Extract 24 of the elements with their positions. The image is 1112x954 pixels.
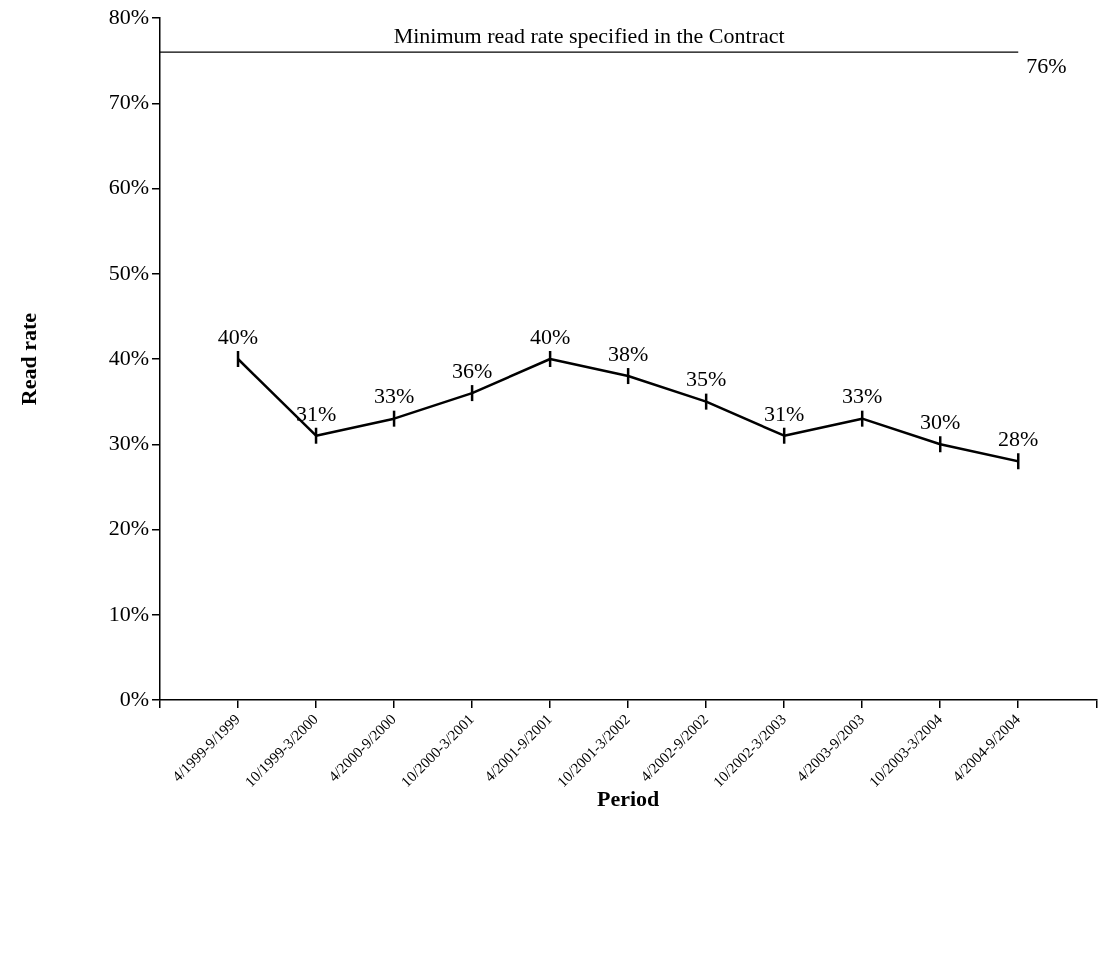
x-axis-title: Period — [596, 785, 660, 811]
data-label: 33% — [373, 383, 415, 409]
y-tick-label: 20% — [108, 515, 149, 541]
data-label: 38% — [607, 340, 649, 366]
data-label: 28% — [998, 426, 1039, 452]
data-label: 35% — [685, 366, 727, 392]
y-axis-title: Read rate — [15, 312, 41, 406]
y-tick-label: 80% — [108, 3, 149, 29]
data-label: 31% — [764, 400, 805, 426]
ref-line-label: Minimum read rate specified in the Contract — [393, 22, 785, 48]
data-label: 36% — [451, 357, 493, 383]
y-tick-label: 60% — [108, 174, 149, 200]
data-label: 31% — [295, 400, 337, 426]
y-tick-label: 40% — [108, 344, 149, 370]
y-tick-label: 50% — [108, 259, 149, 285]
data-label: 33% — [842, 383, 883, 409]
data-label: 40% — [529, 323, 571, 349]
y-tick-label: 70% — [108, 89, 149, 115]
y-tick-label: 10% — [108, 600, 149, 626]
y-tick-label: 0% — [119, 685, 149, 711]
data-label: 30% — [920, 409, 961, 435]
data-label: 40% — [217, 323, 259, 349]
annotation: 76% — [1026, 52, 1067, 78]
y-tick-label: 30% — [108, 430, 149, 456]
